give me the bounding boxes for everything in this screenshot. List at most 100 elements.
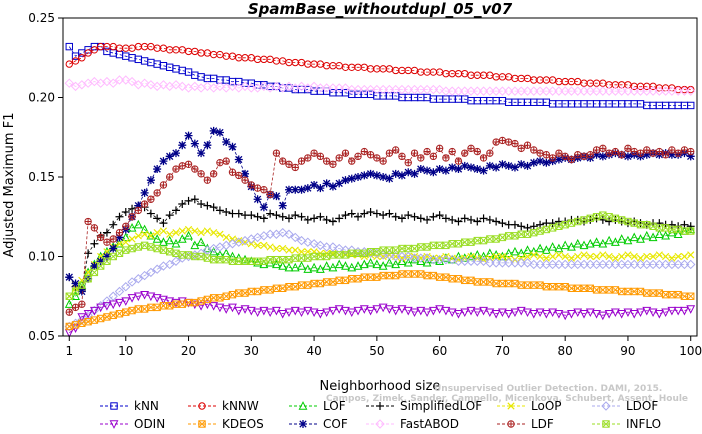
data-point-ldof-92	[635, 259, 646, 270]
data-point-fastabod-13	[139, 78, 150, 88]
data-point-inflo-75	[530, 228, 538, 237]
data-point-ldof-98	[673, 259, 683, 270]
data-point-knn-22	[197, 73, 205, 81]
data-point-odin-92	[636, 308, 645, 318]
data-point-kdeos-30	[247, 287, 256, 296]
data-point-inflo-36	[285, 255, 293, 264]
data-point-cof-13	[140, 188, 149, 197]
data-point-loop-70	[498, 252, 507, 261]
data-point-odin-23	[202, 300, 212, 310]
watermark-line-2: Campos, Zimek, Sander, Campello, Micenko…	[326, 394, 688, 404]
data-point-lof-40	[309, 262, 319, 272]
data-point-knn-9	[115, 50, 124, 59]
data-point-inflo-8	[109, 252, 117, 261]
data-point-lof-68	[485, 248, 495, 258]
data-point-odin-90	[623, 308, 633, 318]
data-point-odin-67	[479, 306, 488, 316]
data-point-ldf-36	[285, 160, 293, 168]
data-point-cof-14	[146, 176, 155, 185]
data-point-loop-20	[184, 225, 193, 234]
data-point-fastabod-62	[447, 86, 457, 96]
data-point-lof-83	[579, 240, 589, 250]
data-point-lof-95	[654, 229, 664, 238]
data-point-inflo-38	[297, 254, 306, 262]
data-point-simplifiedlof-38	[297, 212, 306, 221]
data-point-fastabod-54	[397, 84, 407, 95]
data-point-odin-11	[127, 294, 137, 303]
watermark: Unsupervised Outlier Detection. DAMI, 20…	[326, 384, 688, 404]
data-point-odin-64	[460, 308, 470, 318]
data-point-loop-87	[605, 252, 613, 261]
data-point-lof-56	[410, 254, 419, 264]
data-point-simplifiedlof-45	[341, 211, 350, 220]
data-point-fastabod-34	[271, 81, 282, 92]
data-point-loop-97	[668, 254, 676, 262]
data-point-ldof-17	[165, 259, 175, 270]
data-point-ldof-12	[133, 274, 144, 284]
data-point-ldf-15	[153, 189, 161, 197]
data-point-ldf-94	[649, 149, 657, 157]
data-point-loop-95	[655, 251, 663, 259]
y-tick-label: 0.10	[28, 250, 55, 264]
legend-marker-knnw	[198, 402, 206, 410]
data-point-simplifiedlof-17	[165, 211, 174, 220]
data-point-fastabod-70	[497, 86, 508, 96]
data-point-ldof-78	[547, 259, 558, 270]
data-point-cof-67	[479, 166, 488, 175]
data-point-fastabod-8	[108, 78, 118, 88]
data-point-cof-38	[297, 185, 306, 194]
data-point-odin-72	[510, 308, 520, 318]
data-point-ldof-18	[171, 256, 181, 266]
data-point-ldf-42	[322, 157, 331, 165]
x-tick-label: 10	[118, 344, 133, 358]
data-point-ldof-15	[152, 264, 162, 274]
data-point-loop-15	[153, 229, 161, 237]
data-point-loop-47	[354, 251, 362, 259]
data-point-ldof-88	[610, 259, 621, 270]
data-point-inflo-19	[178, 251, 186, 259]
data-point-ldf-89	[617, 151, 626, 159]
data-point-ldf-90	[624, 144, 632, 153]
data-point-simplifiedlof-36	[284, 214, 293, 223]
data-point-ldof-33	[265, 229, 275, 239]
series-ldf	[65, 136, 695, 316]
data-point-cof-28	[234, 155, 243, 164]
data-point-ldof-61	[441, 254, 451, 265]
data-point-inflo-11	[128, 244, 136, 253]
data-point-loop-98	[674, 252, 682, 261]
data-point-cof-1	[65, 273, 74, 282]
data-point-kdeos-12	[134, 305, 143, 313]
data-point-lof-21	[190, 240, 200, 250]
data-point-ldof-76	[535, 259, 545, 270]
data-point-fastabod-27	[227, 81, 238, 92]
data-point-ldf-87	[605, 149, 613, 157]
data-point-odin-56	[410, 308, 419, 318]
chart-title: SpamBase_withoutdupl_05_v07	[248, 0, 513, 18]
data-point-cof-55	[404, 168, 413, 177]
data-point-ldf-12	[134, 206, 143, 215]
data-point-kdeos-10	[122, 308, 130, 316]
data-point-simplifiedlof-42	[322, 215, 331, 224]
data-point-ldof-81	[566, 259, 577, 270]
data-point-loop-35	[279, 244, 287, 253]
data-point-lof-1	[64, 299, 74, 308]
legend-marker-fastabod	[375, 419, 385, 429]
data-point-cof-58	[423, 166, 432, 175]
data-point-ldf-52	[385, 149, 394, 157]
data-point-cof-75	[529, 158, 538, 167]
data-point-loop-45	[341, 249, 350, 257]
data-point-odin-83	[579, 310, 589, 319]
data-point-odin-65	[466, 306, 476, 316]
data-point-fastabod-25	[215, 81, 225, 92]
data-point-fastabod-38	[296, 81, 307, 92]
data-point-kdeos-74	[523, 281, 532, 289]
data-point-inflo-22	[197, 252, 205, 261]
data-point-odin-41	[315, 310, 325, 319]
data-point-ldof-94	[648, 259, 658, 270]
data-point-ldof-90	[623, 259, 633, 270]
data-point-lof-90	[623, 235, 633, 245]
data-point-odin-79	[554, 310, 564, 319]
data-point-lof-55	[403, 257, 413, 267]
data-point-fastabod-97	[667, 86, 677, 96]
data-point-ldof-45	[340, 245, 351, 255]
